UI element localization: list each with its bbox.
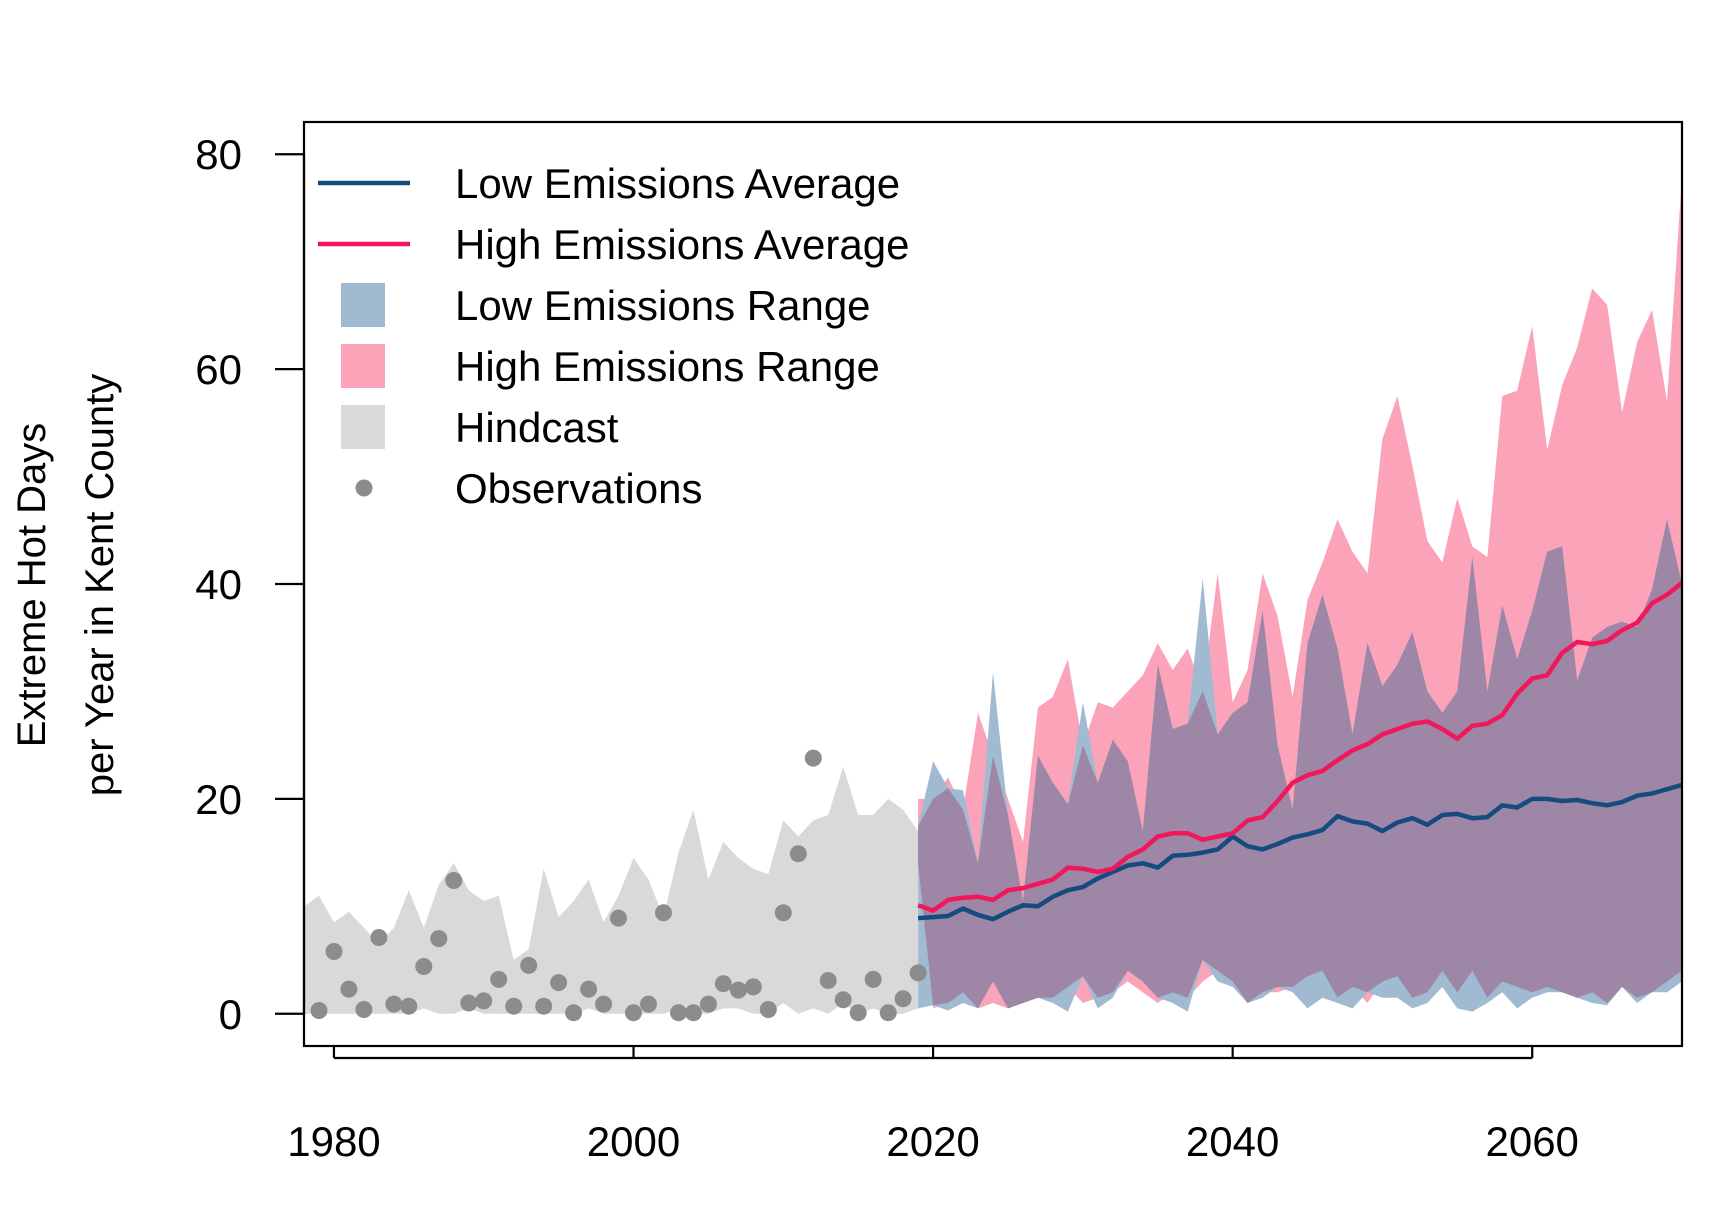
observation-point xyxy=(415,958,433,975)
observation-point xyxy=(849,1004,867,1022)
observation-point xyxy=(310,1002,328,1019)
observation-point xyxy=(505,997,523,1015)
y-axis-label-line1: Extreme Hot Days xyxy=(10,423,54,748)
y-tick-label: 40 xyxy=(195,561,242,608)
observation-point xyxy=(460,994,478,1012)
observation-point xyxy=(684,1004,702,1022)
observation-point xyxy=(804,749,822,767)
observation-point xyxy=(894,990,912,1008)
observation-point xyxy=(565,1004,583,1022)
y-tick-label: 20 xyxy=(195,776,242,823)
observation-point xyxy=(759,1001,777,1018)
observation-point xyxy=(655,904,672,922)
high-emissions-average-line xyxy=(917,581,1682,913)
observation-point xyxy=(744,978,762,996)
x-tick-label: 2060 xyxy=(1485,1118,1578,1165)
observation-point xyxy=(640,995,657,1013)
observation-point xyxy=(535,997,553,1015)
observation-point xyxy=(789,845,807,863)
x-tick-label: 2040 xyxy=(1186,1118,1279,1165)
observation-point xyxy=(670,1004,687,1022)
observation-point xyxy=(475,992,493,1010)
low-emissions-average-line xyxy=(917,782,1682,922)
x-tick-label: 1980 xyxy=(287,1118,380,1165)
observation-point xyxy=(819,972,837,989)
y-tick-label: 80 xyxy=(195,131,242,178)
observation-point xyxy=(610,909,627,927)
observation-point xyxy=(340,980,358,998)
y-tick-label: 60 xyxy=(195,346,242,393)
observation-point xyxy=(595,995,613,1013)
observation-point xyxy=(864,970,882,988)
legend-swatch-high-emissions-range xyxy=(341,344,385,388)
observation-point xyxy=(355,1001,373,1018)
legend-label-low-emissions-range: Low Emissions Range xyxy=(455,282,871,329)
observation-point xyxy=(625,1004,642,1022)
observation-point xyxy=(834,991,852,1009)
observation-point xyxy=(490,970,508,988)
range-overlap-band xyxy=(918,519,1682,1009)
x-tick-label: 2000 xyxy=(587,1118,680,1165)
observation-point xyxy=(774,904,792,922)
observation-point xyxy=(550,974,568,992)
legend-label-low-emissions-average: Low Emissions Average xyxy=(455,160,900,207)
legend-swatch-low-emissions-range xyxy=(341,283,385,327)
legend-label-high-emissions-range: High Emissions Range xyxy=(455,343,880,390)
observation-point xyxy=(909,964,927,982)
observation-point xyxy=(385,995,403,1013)
observation-point xyxy=(400,997,418,1015)
observation-point xyxy=(714,975,732,993)
legend-swatch-observations xyxy=(355,479,373,497)
legend-label-high-emissions-average: High Emissions Average xyxy=(455,221,909,268)
hindcast-range-band xyxy=(304,766,919,1014)
observation-point xyxy=(699,995,717,1013)
legend-label-hindcast: Hindcast xyxy=(455,404,619,451)
observation-point xyxy=(445,872,463,889)
y-axis-label-line2: per Year in Kent County xyxy=(78,374,122,797)
observation-point xyxy=(580,980,598,998)
observation-point xyxy=(879,1004,897,1022)
observation-point xyxy=(430,930,448,948)
observation-point xyxy=(520,956,538,974)
legend-label-observations: Observations xyxy=(455,465,702,512)
y-tick-label: 0 xyxy=(219,991,242,1038)
observation-point xyxy=(370,929,388,946)
legend-swatch-hindcast xyxy=(341,405,385,449)
legend: Low Emissions Average High Emissions Aver… xyxy=(318,160,909,512)
plot-area xyxy=(304,175,1682,1022)
observation-point xyxy=(325,943,343,960)
x-tick-label: 2020 xyxy=(886,1118,979,1165)
observation-point xyxy=(729,981,747,999)
